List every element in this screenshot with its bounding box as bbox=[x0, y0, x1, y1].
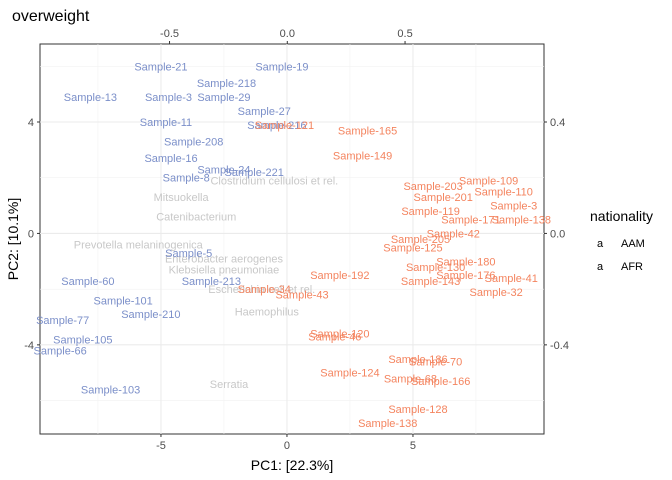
sample-label-afr: Sample-77 bbox=[36, 315, 89, 327]
sample-label-afr: Sample-103 bbox=[81, 384, 140, 396]
taxa-labels: Clostridium cellulosi et rel.Mitsuokella… bbox=[74, 176, 338, 391]
y-tick-label: 0 bbox=[28, 228, 34, 240]
right-y-tick-label: 0.4 bbox=[550, 117, 565, 129]
sample-label-afr: Sample-5 bbox=[165, 248, 212, 260]
sample-label-aam: Sample-180 bbox=[436, 256, 495, 268]
sample-label-aam: Sample-110 bbox=[474, 187, 533, 199]
top-x-tick-label: 0.5 bbox=[397, 28, 412, 40]
sample-label-aam: Sample-125 bbox=[383, 242, 442, 254]
sample-label-aam: Sample-121 bbox=[255, 120, 314, 132]
top-x-tick-label: 0.0 bbox=[280, 28, 295, 40]
sample-label-aam: Sample-166 bbox=[411, 376, 470, 388]
sample-label-afr: Sample-8 bbox=[163, 173, 210, 185]
taxon-label: Serratia bbox=[210, 379, 249, 391]
sample-label-aam: Sample-203 bbox=[403, 181, 462, 193]
sample-label-aam: Sample-130 bbox=[406, 262, 465, 274]
taxon-label: Escherichia coli et rel. bbox=[208, 284, 315, 296]
sample-label-afr: Sample-218 bbox=[197, 78, 256, 90]
sample-label-aam: Sample-138 bbox=[492, 215, 551, 227]
y-tick-label: -4 bbox=[24, 340, 34, 352]
chart-title: overweight bbox=[12, 8, 90, 25]
sample-label-afr: Sample-11 bbox=[140, 117, 192, 129]
taxon-label: Haemophilus bbox=[235, 306, 300, 318]
x-tick-label: 5 bbox=[410, 440, 416, 452]
sample-label-aam: Sample-41 bbox=[485, 273, 538, 285]
sample-label-afr: Sample-13 bbox=[64, 92, 117, 104]
sample-label-aam: Sample-70 bbox=[409, 357, 462, 369]
taxon-label: Catenibacterium bbox=[156, 212, 236, 224]
sample-label-afr: Sample-216 bbox=[247, 120, 306, 132]
sample-label-afr: Sample-24 bbox=[197, 164, 250, 176]
sample-label-aam: Sample-186 bbox=[388, 354, 447, 366]
sample-label-aam: Sample-68 bbox=[384, 373, 437, 385]
sample-label-aam: Sample-201 bbox=[414, 192, 473, 204]
sample-label-aam: Sample-176 bbox=[436, 270, 495, 282]
legend-key-afr: a bbox=[597, 261, 604, 273]
taxon-label: Enterobacter aerogenes bbox=[165, 254, 284, 266]
legend-key-aam: a bbox=[597, 238, 604, 250]
sample-label-afr: Sample-210 bbox=[121, 309, 180, 321]
taxon-label: Klebsiella pneumoniae bbox=[169, 265, 280, 277]
plot-panel bbox=[39, 43, 545, 435]
taxon-label: Prevotella melaninogenica bbox=[74, 240, 204, 252]
sample-label-afr: Sample-60 bbox=[61, 276, 114, 288]
sample-label-aam: Sample-124 bbox=[320, 368, 379, 380]
sample-label-afr: Sample-213 bbox=[182, 276, 241, 288]
right-y-tick-label: 0.0 bbox=[550, 228, 565, 240]
sample-label-aam: Sample-119 bbox=[401, 206, 460, 218]
sample-label-afr: Sample-27 bbox=[238, 106, 291, 118]
sample-label-afr: Sample-19 bbox=[255, 61, 308, 73]
sample-label-afr: Sample-3 bbox=[145, 92, 192, 104]
taxon-label: Mitsuokella bbox=[154, 192, 210, 204]
legend-label-afr: AFR bbox=[621, 261, 643, 273]
y-axis-title: PC2: [10.1%] bbox=[5, 198, 21, 281]
sample-label-aam: Sample-149 bbox=[333, 150, 392, 162]
sample-label-afr: Sample-221 bbox=[225, 167, 284, 179]
sample-label-aam: Sample-138 bbox=[358, 418, 417, 430]
x-tick-label: 0 bbox=[284, 440, 290, 452]
sample-label-aam: Sample-192 bbox=[310, 270, 369, 282]
sample-label-aam: Sample-171 bbox=[441, 215, 500, 227]
sample-label-aam: Sample-43 bbox=[275, 290, 328, 302]
sample-label-aam: Sample-128 bbox=[388, 404, 447, 416]
sample-labels: Sample-21 Sample-19 Sample-218 Sample-13 Sam… bbox=[34, 61, 551, 430]
legend-title: nationality bbox=[590, 208, 653, 224]
x-tick-label: -5 bbox=[156, 440, 166, 452]
sample-label-aam: Sample-120 bbox=[310, 329, 369, 341]
grid-lines bbox=[40, 44, 544, 434]
sample-label-afr: Sample-29 bbox=[197, 92, 250, 104]
axes: -5 0 5 -4 0 4 -0.5 0.0 0.5 -0.4 0.0 0.4 bbox=[24, 28, 569, 452]
x-axis-title: PC1: [22.3%] bbox=[251, 457, 334, 473]
sample-label-aam: Sample-143 bbox=[401, 276, 460, 288]
sample-label-aam: Sample-46 bbox=[308, 332, 361, 344]
y-tick-label: 4 bbox=[28, 117, 34, 129]
legend-label-aam: AAM bbox=[621, 238, 645, 250]
sample-label-aam: Sample-109 bbox=[459, 176, 518, 188]
sample-label-aam: Sample-34 bbox=[238, 284, 291, 296]
sample-label-afr: Sample-21 bbox=[134, 61, 187, 73]
sample-label-afr: Sample-208 bbox=[164, 137, 223, 149]
sample-label-aam: Sample-3 bbox=[490, 201, 537, 213]
taxon-label: Clostridium cellulosi et rel. bbox=[210, 176, 338, 188]
sample-label-aam: Sample-165 bbox=[338, 125, 397, 137]
sample-label-afr: Sample-105 bbox=[53, 334, 112, 346]
sample-label-afr: Sample-66 bbox=[34, 345, 87, 357]
sample-label-aam: Sample-42 bbox=[427, 228, 480, 240]
sample-label-afr: Sample-101 bbox=[93, 295, 152, 307]
sample-label-aam: Sample-32 bbox=[470, 287, 523, 299]
sample-label-aam: Sample-205 bbox=[391, 234, 450, 246]
sample-label-afr: Sample-16 bbox=[144, 153, 197, 165]
right-y-tick-label: -0.4 bbox=[550, 340, 569, 352]
legend: nationality a AAM a AFR bbox=[590, 208, 653, 273]
top-x-tick-label: -0.5 bbox=[160, 28, 179, 40]
